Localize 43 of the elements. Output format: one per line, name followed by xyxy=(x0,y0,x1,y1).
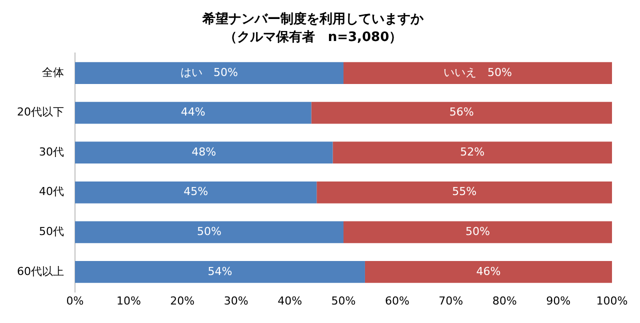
x-tick-label: 70% xyxy=(438,294,464,308)
x-tick-label: 30% xyxy=(224,294,248,308)
data-label: 56% xyxy=(449,106,474,119)
x-tick-label: 80% xyxy=(492,294,517,308)
y-tick-label: 40代 xyxy=(38,185,64,198)
y-tick-label: 全体 xyxy=(42,66,64,79)
y-tick-label: 50代 xyxy=(38,225,64,238)
bar xyxy=(344,221,612,244)
x-tick-label: 10% xyxy=(116,294,141,308)
x-tick-label: 90% xyxy=(546,294,571,308)
chart-subtitle: （クルマ保有者 n=3,080） xyxy=(224,30,402,45)
bar xyxy=(311,102,612,124)
bar xyxy=(332,142,612,164)
data-label: 52% xyxy=(460,145,485,158)
x-tick-label: 100% xyxy=(596,294,628,308)
data-label: いいえ 50% xyxy=(444,66,512,79)
y-tick-label: 20代以下 xyxy=(16,106,64,119)
bar xyxy=(74,221,344,244)
x-tick-label: 60% xyxy=(384,294,410,308)
x-tick-label: 50% xyxy=(331,294,356,308)
bar xyxy=(344,62,612,84)
data-label: 44% xyxy=(180,106,206,119)
data-label: 50% xyxy=(466,225,490,238)
x-tick-label: 0% xyxy=(66,294,84,308)
x-tick-label: 40% xyxy=(278,294,302,308)
bar xyxy=(74,181,317,204)
x-tick-label: 20% xyxy=(170,294,195,308)
bar xyxy=(74,102,312,124)
bar xyxy=(74,260,365,283)
data-label: 54% xyxy=(208,264,232,278)
data-label: はい 50% xyxy=(180,66,238,79)
data-label: 55% xyxy=(452,185,477,198)
bar xyxy=(74,62,344,84)
chart-title: 希望ナンバー制度を利用していますか xyxy=(202,11,424,28)
bar xyxy=(74,142,333,164)
data-label: 45% xyxy=(184,185,208,198)
y-tick-label: 60代以上 xyxy=(16,264,64,278)
data-label: 46% xyxy=(476,264,501,278)
bar xyxy=(316,181,612,204)
data-label: 50% xyxy=(197,225,222,238)
bar xyxy=(364,260,612,283)
data-label: 48% xyxy=(192,145,216,158)
y-tick-label: 30代 xyxy=(38,145,64,158)
